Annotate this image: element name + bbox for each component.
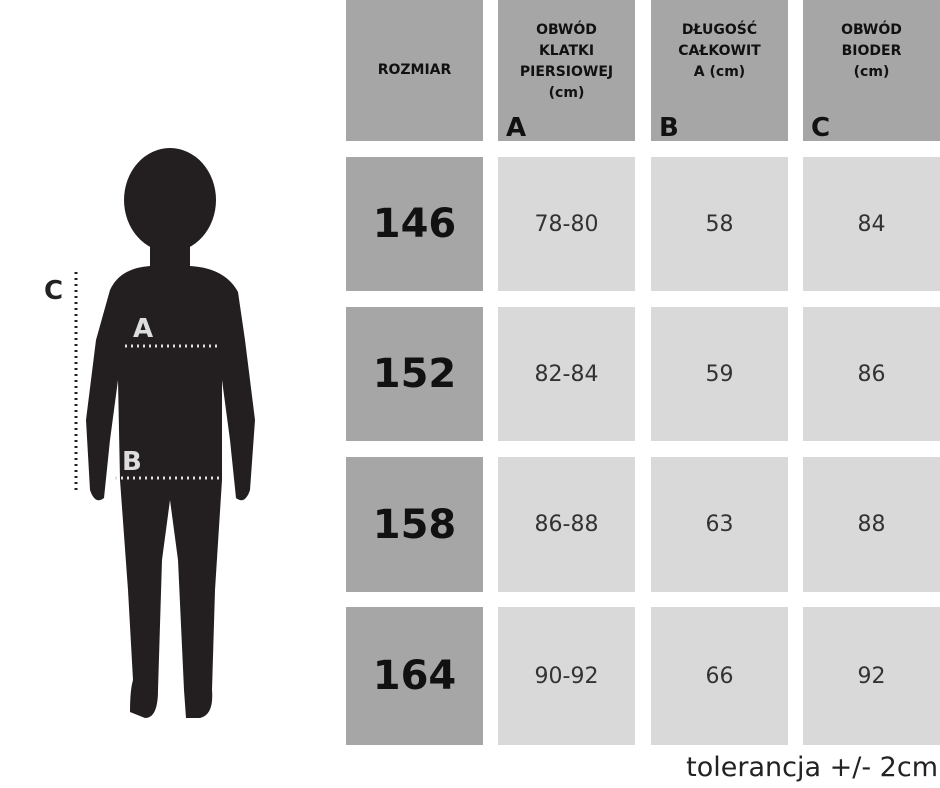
size-cell: 152 [346,307,483,441]
header-letter: C [811,113,831,143]
header-line: BIODER [841,43,902,59]
size-cell: 164 [346,607,483,745]
header-line: OBWÓD [536,22,597,38]
silhouette [86,148,255,718]
label-c: C [44,276,63,306]
header-line: KLATKI [538,43,595,59]
data-cell: 86-88 [498,457,635,592]
label-a: A [133,314,153,344]
data-cell: 63 [651,457,788,592]
header-line: OBWÓD [841,22,902,38]
data-cell: 84 [803,157,940,291]
data-cell: 59 [651,307,788,441]
data-cell: 88 [803,457,940,592]
silhouette-figure: C A B [44,148,255,718]
data-cell: 78-80 [498,157,635,291]
data-cell: 86 [803,307,940,441]
header-line: (cm) [853,64,890,80]
data-cell: 92 [803,607,940,745]
header-line: PIERSIOWEJ [519,64,614,80]
header-letter: A [506,113,527,143]
header-letter: B [659,113,679,143]
header-cell: DŁUGOŚĆ CAŁKOWIT A (cm) B [651,0,788,141]
header-line: (cm) [548,85,585,101]
header-line: A (cm) [693,64,746,80]
data-cell: 90-92 [498,607,635,745]
header-cell: OBWÓD BIODER (cm) C [803,0,940,141]
data-cell: 58 [651,157,788,291]
header-line: CAŁKOWIT [678,43,761,59]
header-line: ROZMIAR [377,62,452,78]
header-line: DŁUGOŚĆ [681,22,758,38]
header-cell: ROZMIAR [346,0,483,141]
header-cell: OBWÓD KLATKI PIERSIOWEJ (cm) A [498,0,635,141]
label-b: B [122,447,142,477]
data-cell: 82-84 [498,307,635,441]
size-cell: 158 [346,457,483,592]
size-cell: 146 [346,157,483,291]
data-cell: 66 [651,607,788,745]
tolerance-note: tolerancja +/- 2cm [686,752,938,783]
